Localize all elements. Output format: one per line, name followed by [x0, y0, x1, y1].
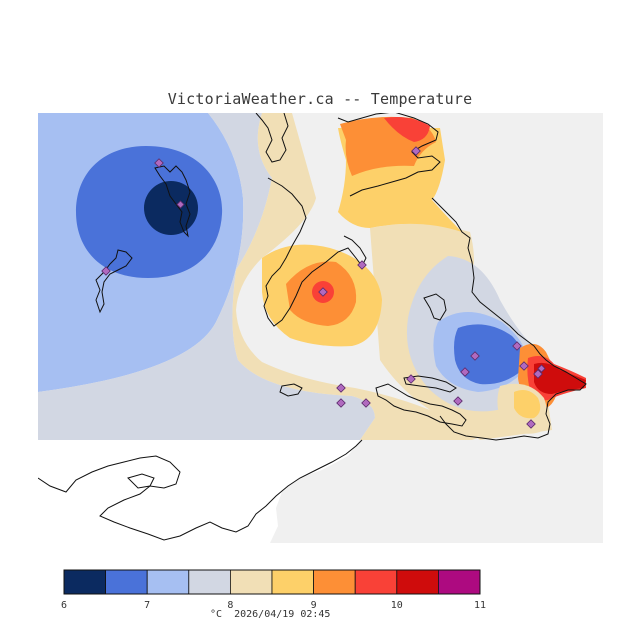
legend-swatch: [229, 569, 273, 595]
coastline-mainland-west: [255, 113, 289, 163]
legend-ticks: 6 7 8 9 10 11: [61, 600, 486, 611]
coastlines: [38, 113, 587, 541]
no-data-land: [38, 440, 360, 543]
station-marker: [336, 383, 346, 393]
station-marker: [361, 398, 371, 408]
station-markers: [101, 146, 546, 429]
station-marker: [470, 351, 480, 361]
station-marker: [512, 341, 522, 351]
station-marker: [101, 266, 111, 276]
station-marker: [411, 146, 421, 156]
coastline-islet-south: [279, 383, 303, 397]
legend-swatch: [105, 569, 148, 595]
coastline-inlet: [403, 375, 457, 393]
legend-swatch: [188, 569, 231, 595]
contour-9.5-10-north: [384, 117, 430, 142]
coastline-south-shore: [375, 383, 467, 427]
legend-frame: [63, 569, 481, 595]
station-marker: [519, 361, 529, 371]
contour-6-6.5-west: [144, 181, 198, 235]
coastline-vancouver-island: [154, 165, 191, 238]
legend-swatch: [63, 569, 106, 595]
legend-swatch: [437, 569, 481, 595]
legend-tick-label: 6: [61, 600, 67, 611]
contour-6.5-7-east: [454, 324, 523, 385]
legend-swatches: [63, 569, 481, 595]
legend-tick-label: 11: [474, 600, 486, 611]
legend-swatch: [271, 569, 314, 595]
station-marker: [537, 364, 546, 373]
legend-tick-label: 7: [144, 600, 150, 611]
station-marker: [453, 396, 463, 406]
coastline-north-peninsula: [337, 113, 441, 197]
station-marker: [533, 369, 543, 379]
legend-swatch: [396, 569, 439, 595]
coastline-east: [431, 197, 587, 441]
legend-swatch: [313, 569, 356, 595]
legend-caption: °C 2026/04/19 02:45: [210, 609, 330, 620]
coastline-saltspring: [263, 177, 367, 327]
station-marker: [526, 419, 536, 429]
station-marker: [154, 158, 164, 168]
timestamp: 2026/04/19 02:45: [234, 609, 331, 620]
station-marker: [406, 374, 416, 384]
station-marker: [318, 287, 328, 297]
contour-8.5-9-south: [514, 390, 541, 419]
legend-tick-label: 10: [391, 600, 403, 611]
legend-swatch: [354, 569, 398, 595]
station-marker: [460, 367, 470, 377]
station-marker: [357, 260, 367, 270]
legend-swatch: [146, 569, 190, 595]
coastline-islet-sw: [127, 473, 155, 489]
station-marker: [336, 398, 346, 408]
contour-10-10.5-east: [534, 362, 586, 394]
coastline-olympic: [38, 439, 363, 541]
unit-label: °C: [210, 609, 223, 620]
contour-8-8.5: [232, 113, 495, 440]
coastline-islet-bay: [423, 293, 447, 321]
station-marker: [176, 200, 185, 209]
map-title: VictoriaWeather.ca -- Temperature: [167, 90, 473, 108]
legend-tick-label: 9: [311, 600, 317, 611]
legend-tick-label: 8: [227, 600, 233, 611]
